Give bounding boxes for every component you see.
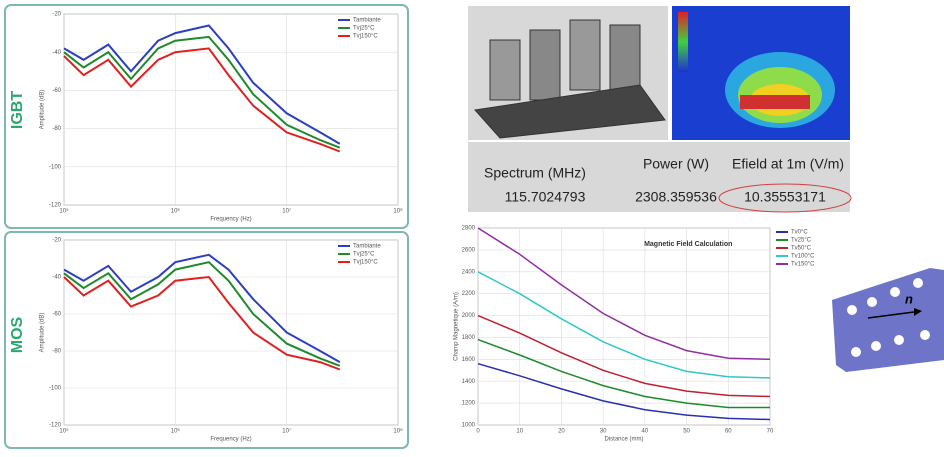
x-tick-label: 50 xyxy=(683,429,690,435)
y-tick-label: -80 xyxy=(52,126,61,132)
plate-label: n xyxy=(905,291,913,306)
y-tick-label: 2400 xyxy=(462,269,476,275)
series-line xyxy=(63,47,341,153)
x-tick-label: 10⁷ xyxy=(282,428,291,435)
x-tick-label: 10 xyxy=(516,429,523,435)
y-tick-label: 2000 xyxy=(462,313,476,319)
y-tick-label: 2800 xyxy=(462,226,476,232)
plate xyxy=(832,268,944,372)
y-tick-label: -100 xyxy=(49,164,62,170)
y-axis-label: Amplitude (dB) xyxy=(40,313,46,353)
x-tick-label: 40 xyxy=(642,429,649,435)
y-tick-label: 1600 xyxy=(462,357,476,363)
table-cell: 10.35553171 xyxy=(744,189,826,205)
y-tick-label: -40 xyxy=(52,275,61,281)
x-tick-label: 10⁵ xyxy=(59,428,69,435)
legend-label: Tv50°C xyxy=(791,246,812,252)
legend-label: Tv150°C xyxy=(791,262,815,268)
table-header: Efield at 1m (V/m) xyxy=(732,156,844,172)
y-tick-label: -20 xyxy=(52,12,61,18)
legend-label: Tambiante xyxy=(353,244,381,250)
x-axis-label: Frequency (Hz) xyxy=(210,437,251,443)
y-tick-label: -60 xyxy=(52,312,61,318)
model-drawing xyxy=(474,19,666,139)
x-tick-label: 70 xyxy=(767,429,774,435)
panel-label: MOS xyxy=(9,316,26,353)
table-header: Power (W) xyxy=(643,156,709,172)
series-line xyxy=(63,261,341,367)
legend-label: Tv0°C xyxy=(791,230,808,236)
y-tick-label: -60 xyxy=(52,88,61,94)
x-tick-label: 10⁶ xyxy=(171,428,181,435)
x-tick-label: 10⁵ xyxy=(59,208,69,215)
legend-label: Tv100°C xyxy=(791,254,815,260)
legend-label: Tvj150°C xyxy=(353,260,378,266)
table-cell: 115.7024793 xyxy=(505,189,586,205)
series-line xyxy=(477,362,771,421)
plot-area xyxy=(477,227,771,426)
y-tick-label: 1200 xyxy=(462,401,476,407)
x-tick-label: 10⁶ xyxy=(171,208,181,215)
series-line xyxy=(63,275,341,371)
highlight-ellipse xyxy=(718,183,852,213)
series-line xyxy=(477,227,771,361)
series-line xyxy=(63,253,341,363)
x-tick-label: 60 xyxy=(725,429,732,435)
x-tick-label: 30 xyxy=(600,429,607,435)
legend-label: Tvj150°C xyxy=(353,34,378,40)
table-header: Spectrum (MHz) xyxy=(484,165,586,181)
plot-area xyxy=(63,239,399,426)
y-axis-label: Amplitude (dB) xyxy=(40,90,46,130)
legend-label: Tv25°C xyxy=(791,238,812,244)
y-axis-label: Champ Magnetique (A/m) xyxy=(454,292,460,361)
panel-label: IGBT xyxy=(9,91,26,129)
y-tick-label: -120 xyxy=(49,423,62,429)
x-axis-label: Frequency (Hz) xyxy=(210,217,251,223)
x-tick-label: 10⁷ xyxy=(282,208,291,215)
legend-label: Tvj25°C xyxy=(353,26,375,32)
table-bg xyxy=(468,142,850,212)
y-tick-label: -120 xyxy=(49,203,62,209)
y-tick-label: 2200 xyxy=(462,291,476,297)
x-tick-label: 20 xyxy=(558,429,565,435)
series-line xyxy=(63,35,341,149)
x-axis-label: Distance (mm) xyxy=(604,437,643,443)
y-tick-label: 2600 xyxy=(462,247,476,253)
table-cell: 2308.359536 xyxy=(635,189,717,205)
series-line xyxy=(477,338,770,409)
y-tick-label: -20 xyxy=(52,238,61,244)
plot-area xyxy=(63,13,399,206)
chart-title: Magnetic Field Calculation xyxy=(644,241,732,248)
series-line xyxy=(477,271,771,379)
legend-label: Tvj25°C xyxy=(353,252,375,258)
y-tick-label: -100 xyxy=(49,386,62,392)
x-tick-label: 10⁸ xyxy=(393,428,403,435)
x-tick-label: 0 xyxy=(476,429,480,435)
legend-label: Tambiante xyxy=(353,18,381,24)
y-tick-label: -80 xyxy=(52,349,61,355)
x-tick-label: 10⁸ xyxy=(393,208,403,215)
y-tick-label: 1000 xyxy=(462,423,476,429)
series-line xyxy=(477,314,771,398)
field-map-drawing xyxy=(678,12,835,128)
y-tick-label: 1400 xyxy=(462,379,476,385)
y-tick-label: 1800 xyxy=(462,335,476,341)
y-tick-label: -40 xyxy=(52,50,61,56)
series-line xyxy=(63,24,341,145)
